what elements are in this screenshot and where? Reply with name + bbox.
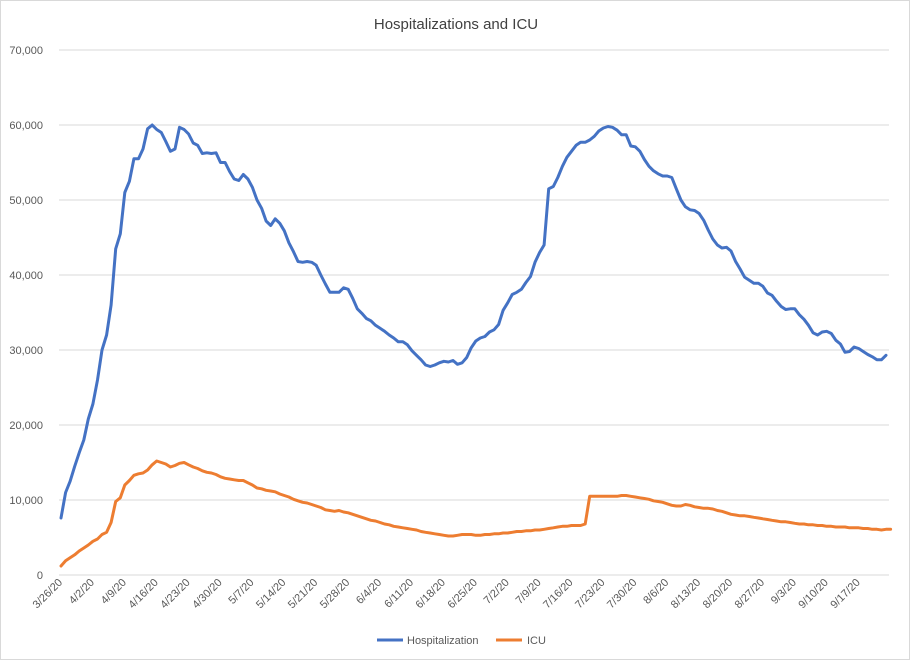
y-tick-label: 0 xyxy=(37,570,43,582)
x-tick-label: 7/9/20 xyxy=(514,577,544,607)
x-tick-label: 6/25/20 xyxy=(445,577,479,611)
x-tick-label: 4/30/20 xyxy=(190,577,224,611)
x-tick-label: 4/9/20 xyxy=(99,577,129,607)
x-tick-label: 9/3/20 xyxy=(769,577,799,607)
x-tick-label: 9/17/20 xyxy=(828,577,862,611)
x-tick-label: 6/11/20 xyxy=(382,577,416,611)
x-tick-label: 7/2/20 xyxy=(482,577,512,607)
x-tick-label: 5/28/20 xyxy=(318,577,352,611)
x-tick-label: 5/7/20 xyxy=(226,577,256,607)
y-tick-label: 70,000 xyxy=(9,45,43,57)
x-tick-label: 7/16/20 xyxy=(541,577,575,611)
x-tick-label: 7/30/20 xyxy=(605,577,639,611)
x-tick-label: 9/10/20 xyxy=(796,577,830,611)
x-axis-tick-labels: 3/26/20 4/2/20 4/9/204/16/204/23/204/30/20… xyxy=(31,577,863,611)
x-tick-label: 8/6/20 xyxy=(641,577,671,607)
legend-label-hospitalization: Hospitalization xyxy=(407,635,479,647)
x-tick-label: 5/14/20 xyxy=(254,577,288,611)
y-tick-label: 10,000 xyxy=(9,495,43,507)
y-tick-label: 50,000 xyxy=(9,195,43,207)
gridlines xyxy=(59,49,889,576)
legend: Hospitalization ICU xyxy=(377,635,546,647)
y-tick-label: 40,000 xyxy=(9,270,43,282)
x-tick-label: 4/2/20 xyxy=(67,577,97,607)
series-lines xyxy=(59,123,893,568)
x-tick-label: 4/23/20 xyxy=(158,577,192,611)
x-tick-label: 5/21/20 xyxy=(286,577,320,611)
x-tick-label: 7/23/20 xyxy=(573,577,607,611)
x-tick-label: 6/4/20 xyxy=(354,577,384,607)
x-tick-label: 3/26/20 xyxy=(31,577,65,611)
x-tick-label: 6/18/20 xyxy=(414,577,448,611)
y-tick-label: 30,000 xyxy=(9,345,43,357)
legend-label-icu: ICU xyxy=(527,635,546,647)
x-tick-label: 4/16/20 xyxy=(126,577,160,611)
series-line-hospitalization xyxy=(59,123,888,520)
chart-title: Hospitalizations and ICU xyxy=(374,16,538,33)
y-tick-label: 60,000 xyxy=(9,120,43,132)
y-axis-tick-labels: 0 10,000 20,000 30,000 40,000 50,000 60,000 70,… xyxy=(9,45,43,582)
y-tick-label: 20,000 xyxy=(9,420,43,432)
x-tick-label: 8/27/20 xyxy=(733,577,767,611)
x-tick-label: 8/13/20 xyxy=(669,577,703,611)
series-line-icu xyxy=(59,459,893,568)
x-tick-label: 8/20/20 xyxy=(701,577,735,611)
